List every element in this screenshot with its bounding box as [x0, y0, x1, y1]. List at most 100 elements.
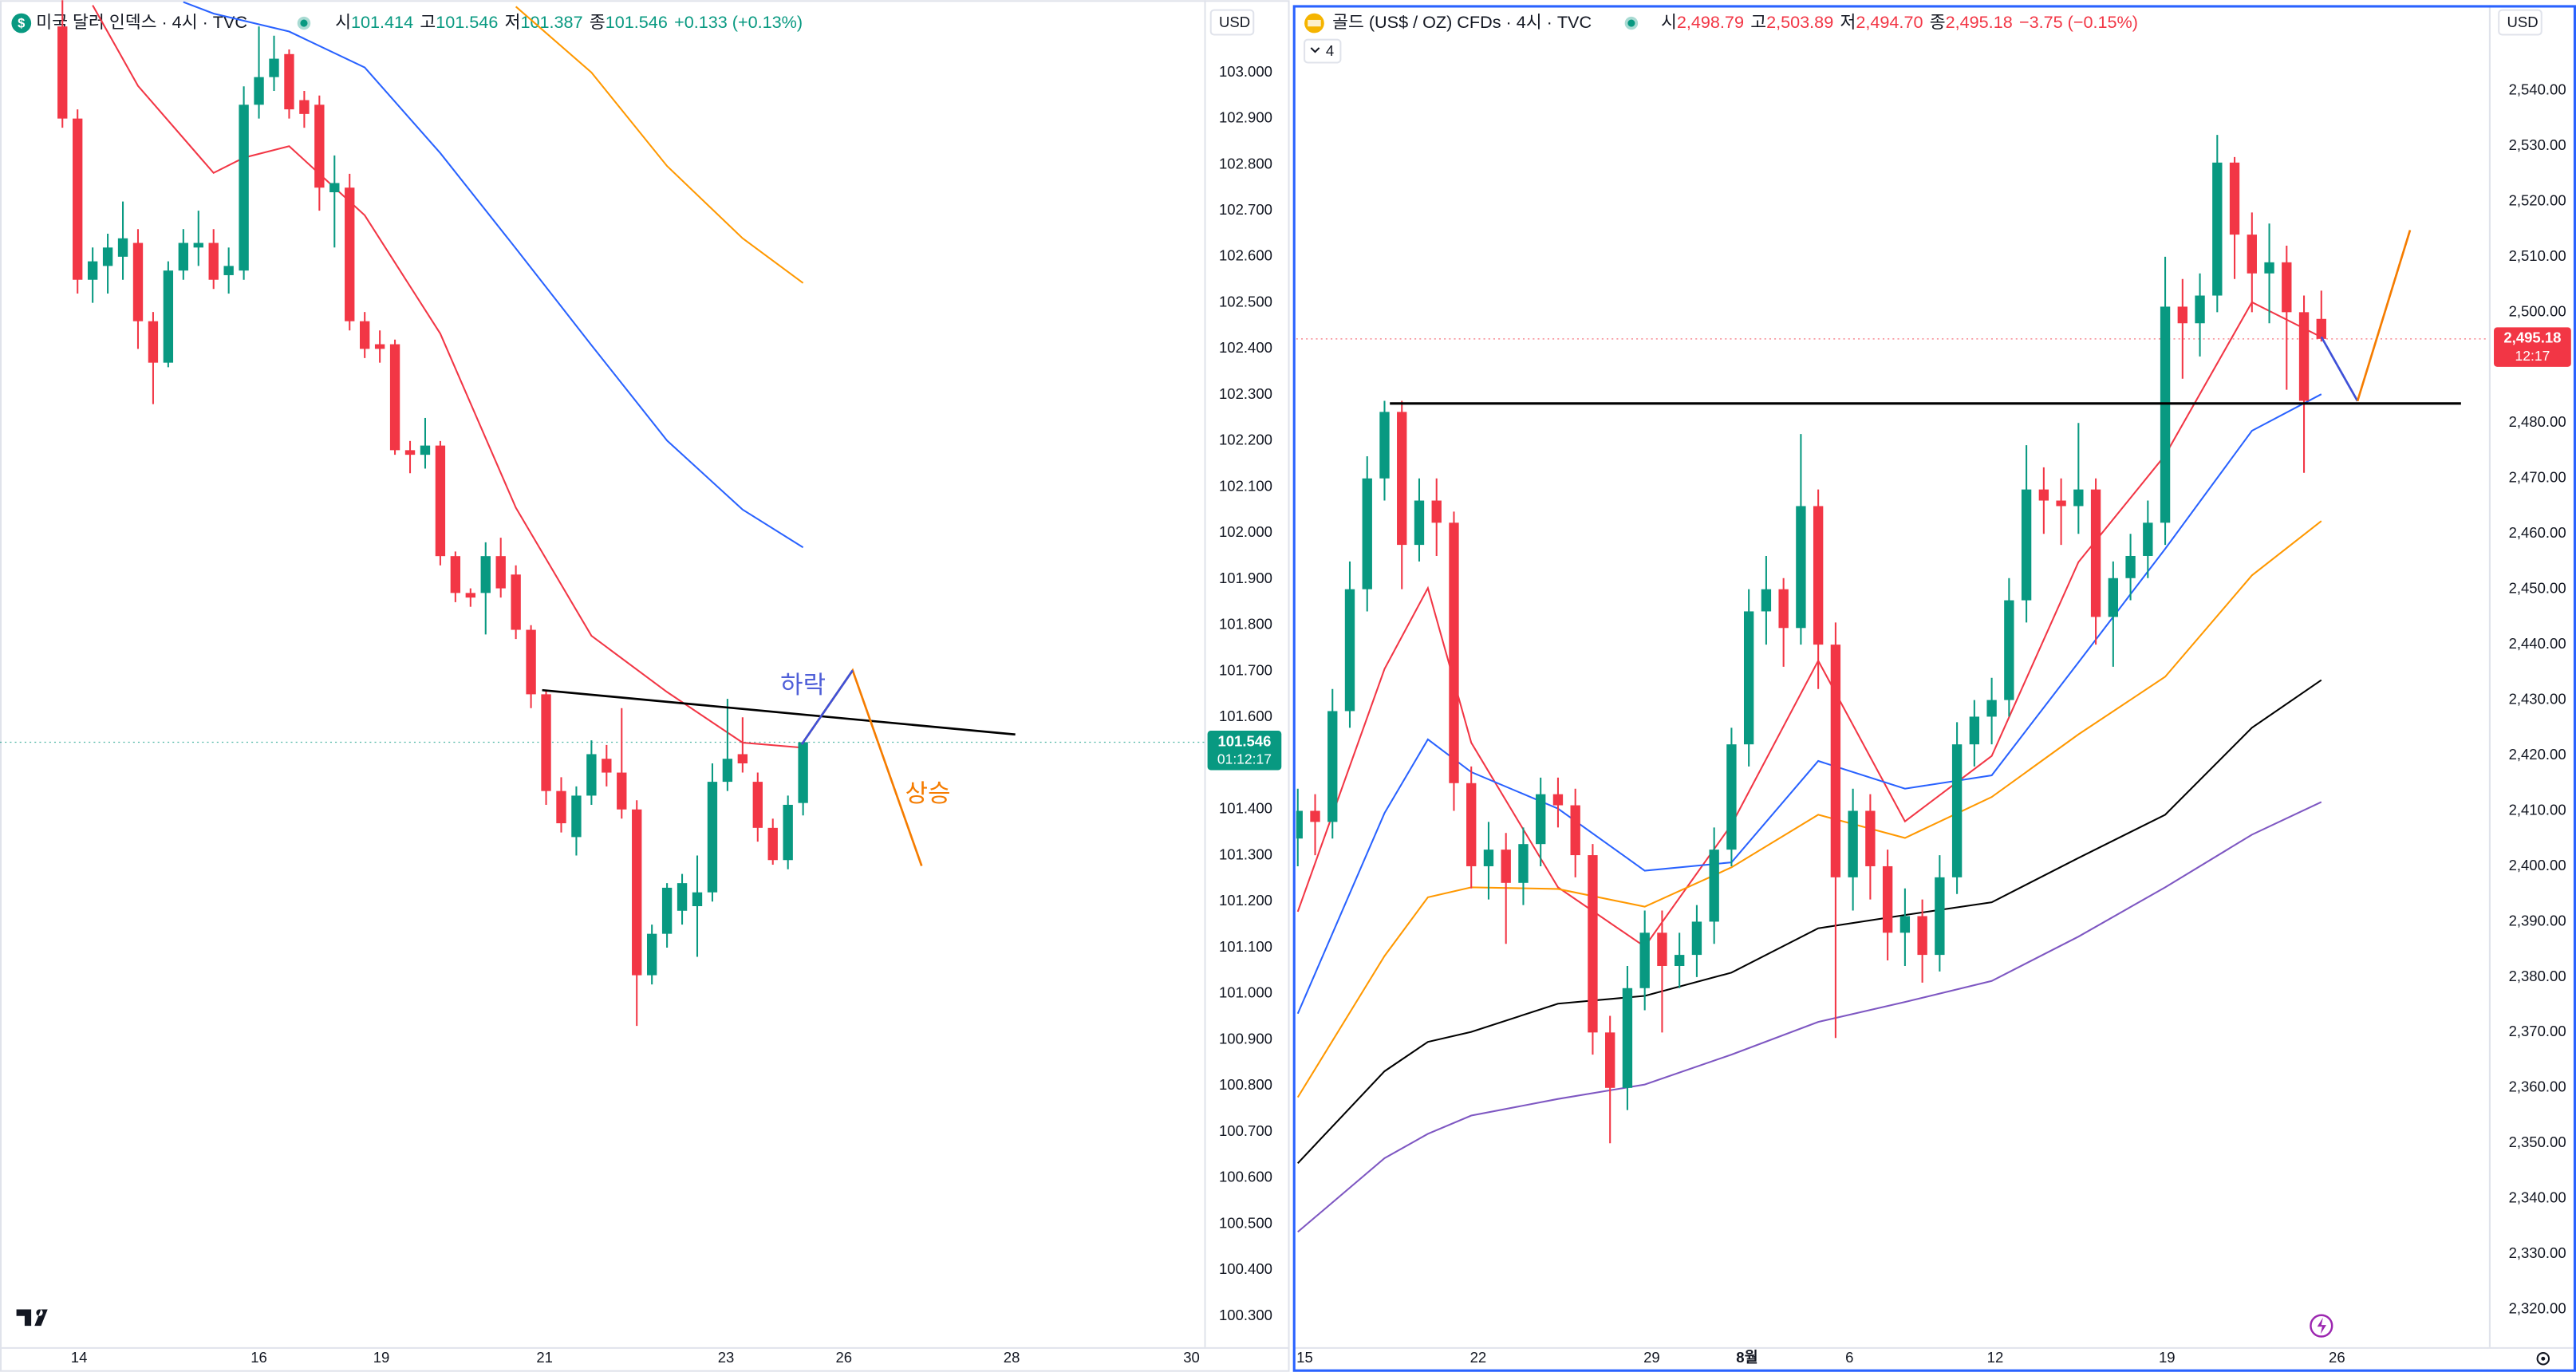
lightning-button[interactable]: [2310, 1314, 2333, 1338]
ohlc-value: 101.387: [520, 12, 582, 32]
status-dot: [1627, 19, 1635, 27]
candle-body: [1536, 794, 1546, 845]
active-pane-border: [1292, 5, 2576, 1372]
y-tick-label: 2,460.00: [2509, 524, 2566, 541]
candle-body: [1778, 589, 1789, 629]
ohlc-value: 101.546: [436, 12, 498, 32]
y-tick-label: 101.000: [1219, 984, 1272, 1001]
y-tick-label: 2,500.00: [2509, 302, 2566, 319]
candle-body: [2282, 262, 2292, 313]
symbol-name: 골드 (US$ / OZ) CFDs · 4시 · TVC: [1332, 12, 1592, 32]
legend-header: 골드 (US$ / OZ) CFDs · 4시 · TVC: [1332, 12, 1592, 32]
candle-body: [2160, 306, 2171, 523]
candle-body: [632, 809, 642, 976]
candle-body: [404, 450, 416, 455]
candle-body: [1743, 611, 1754, 745]
candle-body: [752, 782, 763, 828]
ohlc-label: 종: [590, 12, 606, 32]
x-tick-label: 28: [1004, 1349, 1020, 1366]
candle-body: [1657, 932, 1667, 966]
candle-body: [2247, 235, 2257, 274]
y-tick-label: 2,470.00: [2509, 469, 2566, 486]
annotation-label: 상승: [905, 779, 951, 807]
candle-body: [1431, 500, 1442, 523]
candle-body: [374, 344, 385, 349]
x-tick-label: 8월: [1736, 1349, 1757, 1366]
y-tick-label: 102.000: [1219, 523, 1272, 540]
ohlc-label: 종: [1930, 12, 1946, 32]
candle-body: [345, 187, 355, 321]
y-tick-label: 2,480.00: [2509, 413, 2566, 430]
y-tick-label: 101.900: [1219, 570, 1272, 586]
candle-body: [1935, 877, 1945, 956]
candle-body: [646, 933, 657, 976]
x-tick-label: 29: [1643, 1349, 1660, 1366]
currency-label: USD: [2507, 14, 2539, 30]
y-tick-label: 2,360.00: [2509, 1078, 2566, 1095]
x-tick-label: 12: [1987, 1349, 2004, 1366]
y-tick-label: 103.000: [1219, 63, 1272, 80]
y-tick-label: 100.800: [1219, 1076, 1272, 1093]
candle-body: [1466, 783, 1477, 866]
candle-body: [314, 104, 325, 188]
trend-line: [542, 688, 1016, 736]
x-tick-label: 22: [1470, 1349, 1487, 1366]
candle-body: [1414, 500, 1425, 546]
candle-body: [767, 827, 778, 861]
symbol-name: 미국 달러 인덱스 · 4시 · TVC: [36, 12, 247, 32]
y-tick-label: 100.300: [1219, 1307, 1272, 1323]
candle-body: [2195, 295, 2205, 324]
candle-body: [1639, 932, 1650, 988]
candle-body: [1622, 988, 1633, 1088]
candle-body: [2177, 306, 2187, 324]
symbol-icon-glyph: $: [18, 16, 25, 30]
y-tick-label: 2,330.00: [2509, 1244, 2566, 1261]
y-tick-label: 2,450.00: [2509, 580, 2566, 597]
x-tick-label: 16: [250, 1349, 267, 1366]
candle-body: [1570, 805, 1580, 856]
plot-area: [0, 0, 1205, 1027]
candle-body: [2229, 162, 2240, 235]
y-tick-label: 101.700: [1219, 661, 1272, 678]
ohlc-values: 시101.414 고101.546 저101.387 종101.546 +0.133 (…: [335, 12, 803, 32]
y-tick-label: 102.900: [1219, 109, 1272, 126]
tradingview-logo[interactable]: [16, 1309, 48, 1327]
ohlc-label: 시: [335, 12, 351, 32]
settings-button[interactable]: [2536, 1352, 2550, 1366]
indicators-toggle[interactable]: [1304, 38, 1342, 64]
x-tick-label: 19: [2159, 1349, 2176, 1366]
candle-body: [2143, 522, 2153, 556]
candle-body: [435, 445, 446, 557]
projection-down: [2320, 336, 2359, 402]
ohlc-value: 2,495.18: [1946, 12, 2013, 32]
moving-average: [92, 5, 803, 749]
x-tick-label: 26: [835, 1349, 852, 1366]
candle-body: [1310, 810, 1320, 822]
candle-body: [1813, 506, 1824, 645]
currency-box[interactable]: [1209, 9, 1255, 36]
candle-body: [2021, 489, 2032, 601]
candle-body: [1830, 645, 1841, 877]
candle-body: [329, 183, 340, 193]
y-tick-label: 100.900: [1219, 1030, 1272, 1047]
candle-body: [1344, 589, 1355, 712]
candle-body: [2090, 489, 2101, 617]
y-tick-label: 101.300: [1219, 846, 1272, 862]
candle-body: [117, 238, 128, 257]
candle-body: [1362, 478, 1372, 589]
candle-body: [465, 593, 475, 598]
candle-body: [722, 759, 733, 783]
candle-body: [571, 795, 582, 838]
symbol-icon-glyph: [1308, 19, 1321, 27]
left-pane-border: [0, 0, 1290, 1372]
y-tick-label: 100.700: [1219, 1122, 1272, 1139]
candle-body: [102, 247, 113, 266]
moving-average: [1297, 679, 2322, 1164]
candle-body: [661, 887, 673, 934]
price-tag: [1207, 731, 1282, 771]
candle-body: [707, 782, 718, 893]
candle-body: [420, 445, 431, 455]
currency-box[interactable]: [2498, 9, 2542, 36]
chevron-icon: [1310, 47, 1320, 53]
